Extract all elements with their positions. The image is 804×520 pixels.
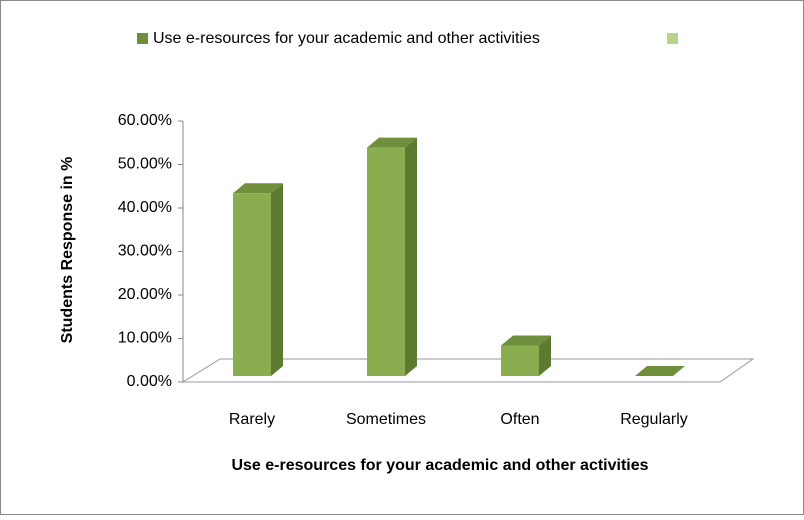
bar-top (635, 366, 685, 376)
bar-front (501, 345, 539, 376)
bar-front (233, 193, 271, 376)
y-tick-label: 40.00% (118, 199, 172, 216)
y-axis-title: Students Response in % (59, 157, 76, 344)
y-tick-label: 30.00% (118, 243, 172, 260)
bar (635, 366, 685, 376)
y-tick-label: 50.00% (118, 156, 172, 173)
legend-swatch (137, 33, 148, 44)
legend-swatch (667, 33, 678, 44)
bar (367, 137, 417, 376)
y-tick-label: 10.00% (118, 330, 172, 347)
bar-top (367, 137, 417, 148)
floor (181, 358, 755, 383)
bar-top (501, 335, 551, 346)
bar-side (271, 183, 283, 376)
bar-front (367, 147, 405, 376)
x-tick-label: Rarely (229, 411, 275, 428)
y-tick-label: 0.00% (127, 373, 172, 390)
bar-side (405, 137, 417, 376)
x-axis-title: Use e-resources for your academic and ot… (231, 457, 648, 474)
bar (233, 183, 283, 376)
bar-side (539, 335, 551, 376)
bar-top (233, 183, 283, 194)
x-tick-label: Sometimes (346, 411, 426, 428)
y-tick-label: 60.00% (118, 112, 172, 129)
y-tick-label: 20.00% (118, 286, 172, 303)
bar (501, 335, 551, 376)
x-tick-label: Often (500, 411, 539, 428)
x-tick-label: Regularly (620, 411, 688, 428)
legend-label: Use e-resources for your academic and ot… (153, 30, 540, 47)
